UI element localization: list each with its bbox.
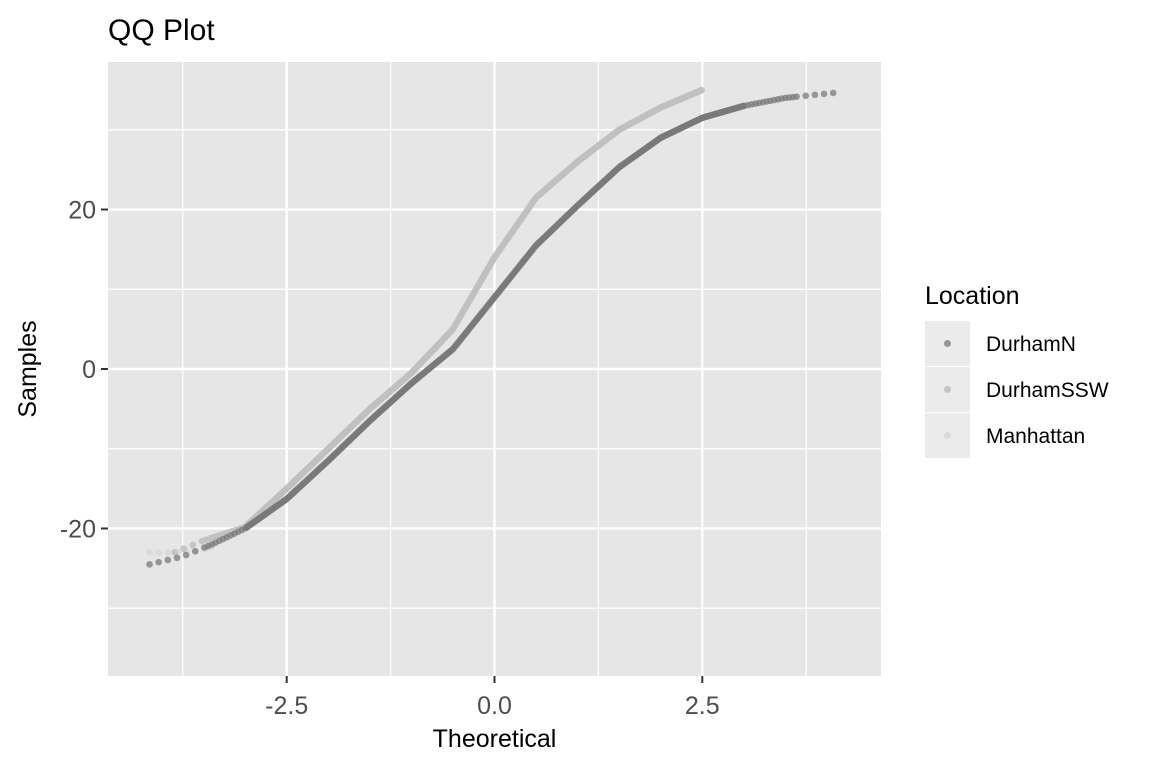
y-axis-label: Samples xyxy=(14,320,42,417)
qq-point xyxy=(698,86,705,94)
legend-label: DurhamSSW xyxy=(986,379,1109,402)
legend-title: Location xyxy=(925,282,1020,310)
legend-key-point xyxy=(944,386,951,393)
series-durhamssw xyxy=(171,86,705,556)
x-axis-label: Theoretical xyxy=(433,725,557,753)
y-tick-label: 0 xyxy=(82,356,96,384)
x-tick-label: 2.5 xyxy=(685,692,720,720)
qq-point xyxy=(802,92,810,100)
x-tick-label: 0.0 xyxy=(477,692,512,720)
qq-point xyxy=(171,549,178,556)
legend-label: DurhamN xyxy=(986,333,1076,356)
qq-point xyxy=(164,556,172,564)
qq-point xyxy=(173,554,181,562)
legend-items: DurhamN DurhamSSW Manhattan xyxy=(925,321,1109,458)
qq-point xyxy=(811,91,819,99)
legend-label: Manhattan xyxy=(986,425,1085,448)
series-layer xyxy=(146,86,837,568)
qq-point xyxy=(146,549,153,556)
grid-major-lines xyxy=(108,62,881,676)
y-tick-label: 20 xyxy=(68,197,96,225)
qq-point xyxy=(155,558,162,566)
y-tick-label: -20 xyxy=(60,515,96,543)
qq-point xyxy=(189,541,197,549)
legend-key-point xyxy=(944,340,951,347)
qq-point xyxy=(182,551,190,559)
x-axis-ticks: -2.5 0.0 2.5 xyxy=(265,676,720,720)
qq-point xyxy=(155,549,162,556)
qq-point xyxy=(180,545,187,552)
y-axis-ticks: -20 0 20 xyxy=(60,197,108,543)
qq-point xyxy=(191,547,199,555)
qq-point xyxy=(793,93,800,101)
qq-point xyxy=(164,549,172,556)
qq-point xyxy=(146,561,153,568)
legend: Location DurhamN DurhamSSW Manhattan xyxy=(925,282,1109,458)
x-tick-label: -2.5 xyxy=(265,692,308,720)
qq-point xyxy=(820,90,828,98)
series-durhamn xyxy=(146,89,837,568)
legend-key-point xyxy=(944,432,951,439)
qq-point xyxy=(829,89,837,97)
chart-title: QQ Plot xyxy=(108,14,215,47)
